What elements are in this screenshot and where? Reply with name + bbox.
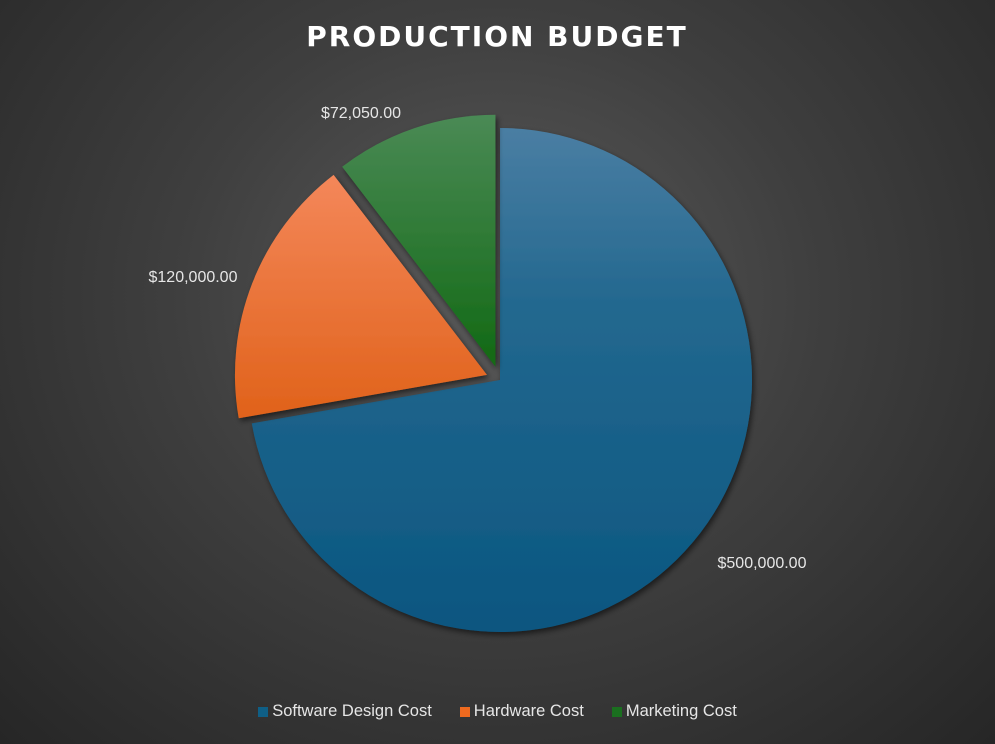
legend-item-software-design-cost: Software Design Cost: [258, 702, 432, 721]
pie-slice-marketing-cost: [342, 114, 496, 367]
legend-swatch: [258, 706, 269, 717]
legend-item-hardware-cost: Hardware Cost: [459, 702, 584, 721]
data-label-marketing-cost: $72,050.00: [321, 105, 401, 122]
data-label-hardware-cost: $120,000.00: [149, 269, 238, 286]
pie-slice-software-design-cost: [251, 128, 752, 632]
data-labels: $500,000.00 $120,000.00 $72,050.00: [149, 105, 807, 572]
legend-swatch: [459, 706, 470, 717]
chart-title: PRODUCTION BUDGET: [306, 20, 687, 53]
legend-label: Software Design Cost: [272, 702, 432, 720]
pie-slices: [234, 114, 752, 632]
legend-swatch: [611, 706, 622, 717]
data-label-software-design-cost: $500,000.00: [718, 555, 807, 572]
legend: Software Design Cost Hardware Cost Marketi…: [0, 702, 995, 721]
legend-item-marketing-cost: Marketing Cost: [611, 702, 737, 721]
pie-slice-hardware-cost: [234, 174, 487, 419]
legend-label: Marketing Cost: [625, 702, 737, 720]
legend-label: Hardware Cost: [473, 702, 584, 720]
